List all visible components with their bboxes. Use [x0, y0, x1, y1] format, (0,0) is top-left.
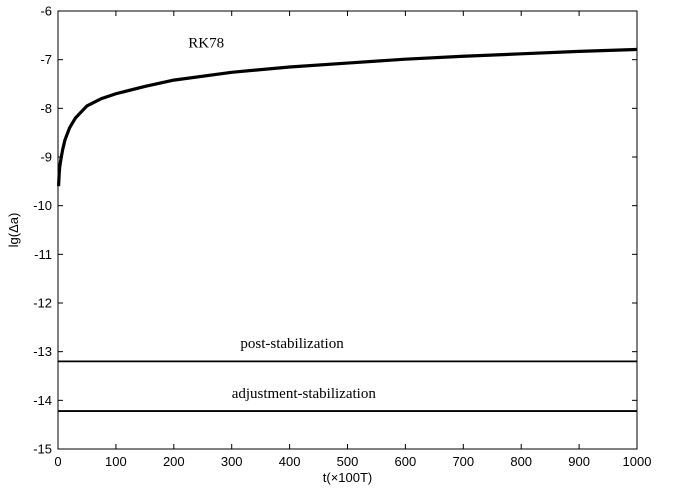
- y-tick-label: -10: [33, 198, 52, 213]
- x-tick-label: 500: [337, 454, 359, 469]
- annotation-post-stabilization: post-stabilization: [240, 336, 344, 352]
- annotations: RK78 post-stabilization adjustment-stabi…: [188, 36, 376, 402]
- y-tick-label: -11: [34, 247, 52, 262]
- x-tick-label: 900: [568, 454, 590, 469]
- x-tick-label: 400: [279, 454, 301, 469]
- y-tick-label: -9: [40, 150, 52, 165]
- x-tick-label: 700: [452, 454, 474, 469]
- x-tick-label: 200: [163, 454, 185, 469]
- tick-labels: 0 100 200 300 400 500 600 700 800 900 1000 -15 -14 -1…: [33, 4, 651, 470]
- y-tick-label: -12: [33, 296, 52, 311]
- x-tick-label: 300: [221, 454, 243, 469]
- annotation-adjustment-stabilization: adjustment-stabilization: [232, 386, 377, 402]
- y-tick-label: -7: [40, 52, 52, 67]
- axis-ticks: [57, 10, 638, 450]
- y-tick-label: -13: [33, 344, 52, 359]
- y-tick-label: -6: [40, 4, 52, 19]
- x-tick-label: 1000: [623, 454, 652, 469]
- series-group: [56, 47, 638, 412]
- x-axis-label: t(×100T): [323, 470, 373, 485]
- y-tick-label: -15: [33, 442, 52, 457]
- y-tick-label: -14: [33, 393, 52, 408]
- y-tick-label: -8: [40, 101, 52, 116]
- x-tick-label: 600: [395, 454, 417, 469]
- plot-frame: [57, 10, 638, 450]
- series-line-1: [56, 47, 638, 187]
- x-tick-label: 100: [105, 454, 127, 469]
- x-tick-label: 0: [54, 454, 61, 469]
- x-tick-label: 800: [510, 454, 532, 469]
- y-axis-label: lg(Δa): [6, 213, 21, 248]
- annotation-rk78: RK78: [188, 36, 224, 52]
